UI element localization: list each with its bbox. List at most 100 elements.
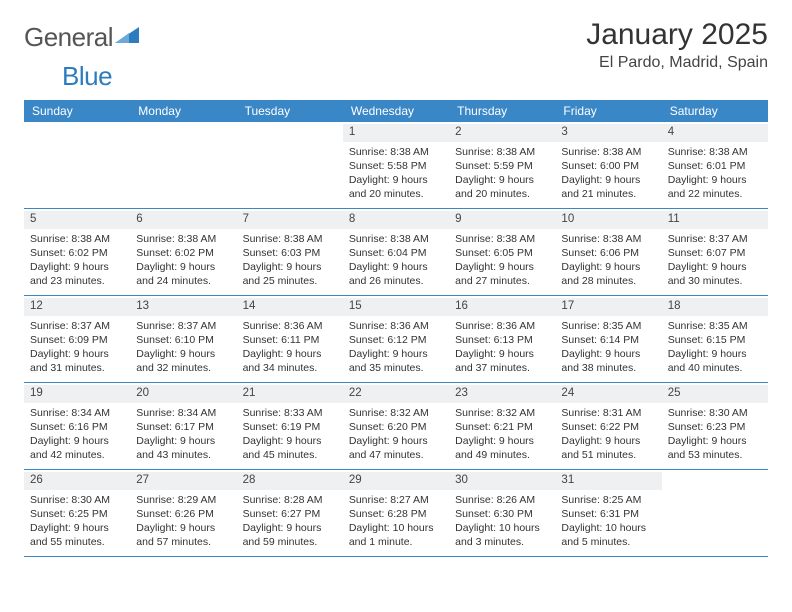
day-info: Sunrise: 8:38 AMSunset: 6:06 PMDaylight:…	[561, 232, 655, 289]
day-number: 30	[449, 472, 555, 490]
daylight-text: Daylight: 9 hours and 20 minutes.	[349, 173, 443, 201]
sunrise-text: Sunrise: 8:30 AM	[668, 406, 762, 420]
day-cell: 14Sunrise: 8:36 AMSunset: 6:11 PMDayligh…	[237, 296, 343, 382]
day-info: Sunrise: 8:38 AMSunset: 5:58 PMDaylight:…	[349, 145, 443, 202]
sunset-text: Sunset: 6:13 PM	[455, 333, 549, 347]
day-info: Sunrise: 8:27 AMSunset: 6:28 PMDaylight:…	[349, 493, 443, 550]
daylight-text: Daylight: 9 hours and 45 minutes.	[243, 434, 337, 462]
day-number: 29	[343, 472, 449, 490]
daylight-text: Daylight: 9 hours and 53 minutes.	[668, 434, 762, 462]
sunset-text: Sunset: 6:28 PM	[349, 507, 443, 521]
day-number: 16	[449, 298, 555, 316]
daylight-text: Daylight: 9 hours and 49 minutes.	[455, 434, 549, 462]
day-cell: 29 Sunrise: 8:27 AMSunset: 6:28 PMDayligh…	[343, 470, 449, 556]
day-cell: 4 Sunrise: 8:38 AMSunset: 6:01 PMDaylight…	[662, 122, 768, 208]
sunrise-text: Sunrise: 8:29 AM	[136, 493, 230, 507]
sunrise-text: Sunrise: 8:28 AM	[243, 493, 337, 507]
sunrise-text: Sunrise: 8:30 AM	[30, 493, 124, 507]
logo-text-part2: Blue	[62, 61, 112, 91]
day-cell: 26Sunrise: 8:30 AMSunset: 6:25 PMDayligh…	[24, 470, 130, 556]
day-info: Sunrise: 8:31 AMSunset: 6:22 PMDaylight:…	[561, 406, 655, 463]
day-number	[662, 472, 768, 474]
day-number	[24, 124, 130, 126]
day-info: Sunrise: 8:32 AMSunset: 6:20 PMDaylight:…	[349, 406, 443, 463]
sunrise-text: Sunrise: 8:37 AM	[668, 232, 762, 246]
daylight-text: Daylight: 10 hours and 1 minute.	[349, 521, 443, 549]
day-info: Sunrise: 8:37 AMSunset: 6:10 PMDaylight:…	[136, 319, 230, 376]
day-cell: 19Sunrise: 8:34 AMSunset: 6:16 PMDayligh…	[24, 383, 130, 469]
calendar-week: 5Sunrise: 8:38 AMSunset: 6:02 PMDaylight…	[24, 209, 768, 296]
day-info: Sunrise: 8:34 AMSunset: 6:17 PMDaylight:…	[136, 406, 230, 463]
day-info: Sunrise: 8:28 AMSunset: 6:27 PMDaylight:…	[243, 493, 337, 550]
daylight-text: Daylight: 9 hours and 47 minutes.	[349, 434, 443, 462]
daylight-text: Daylight: 9 hours and 24 minutes.	[136, 260, 230, 288]
calendar-week: 19Sunrise: 8:34 AMSunset: 6:16 PMDayligh…	[24, 383, 768, 470]
day-number: 23	[449, 385, 555, 403]
logo: General	[24, 18, 143, 53]
sunset-text: Sunset: 6:20 PM	[349, 420, 443, 434]
day-cell: 16Sunrise: 8:36 AMSunset: 6:13 PMDayligh…	[449, 296, 555, 382]
day-number: 4	[662, 124, 768, 142]
day-cell: 11 Sunrise: 8:37 AMSunset: 6:07 PMDayligh…	[662, 209, 768, 295]
day-info: Sunrise: 8:38 AMSunset: 6:01 PMDaylight:…	[668, 145, 762, 202]
daylight-text: Daylight: 9 hours and 23 minutes.	[30, 260, 124, 288]
day-number: 14	[237, 298, 343, 316]
sunrise-text: Sunrise: 8:38 AM	[455, 232, 549, 246]
day-cell: 3Sunrise: 8:38 AMSunset: 6:00 PMDaylight…	[555, 122, 661, 208]
location: El Pardo, Madrid, Spain	[586, 54, 768, 72]
daylight-text: Daylight: 9 hours and 26 minutes.	[349, 260, 443, 288]
day-number: 20	[130, 385, 236, 403]
sunset-text: Sunset: 6:01 PM	[668, 159, 762, 173]
sunrise-text: Sunrise: 8:35 AM	[561, 319, 655, 333]
day-cell: 31Sunrise: 8:25 AMSunset: 6:31 PMDayligh…	[555, 470, 661, 556]
day-cell: 13 Sunrise: 8:37 AMSunset: 6:10 PMDayligh…	[130, 296, 236, 382]
day-number: 26	[24, 472, 130, 490]
sunrise-text: Sunrise: 8:34 AM	[30, 406, 124, 420]
day-info: Sunrise: 8:38 AMSunset: 6:05 PMDaylight:…	[455, 232, 549, 289]
title-block: January 2025 El Pardo, Madrid, Spain	[586, 18, 768, 72]
daylight-text: Daylight: 9 hours and 38 minutes.	[561, 347, 655, 375]
daylight-text: Daylight: 9 hours and 22 minutes.	[668, 173, 762, 201]
daylight-text: Daylight: 9 hours and 42 minutes.	[30, 434, 124, 462]
daylight-text: Daylight: 9 hours and 25 minutes.	[243, 260, 337, 288]
day-cell: 21Sunrise: 8:33 AMSunset: 6:19 PMDayligh…	[237, 383, 343, 469]
day-number: 13	[130, 298, 236, 316]
day-cell: 1Sunrise: 8:38 AMSunset: 5:58 PMDaylight…	[343, 122, 449, 208]
day-info: Sunrise: 8:38 AMSunset: 5:59 PMDaylight:…	[455, 145, 549, 202]
sunset-text: Sunset: 6:31 PM	[561, 507, 655, 521]
day-header: Tuesday	[237, 100, 343, 122]
sunset-text: Sunset: 6:26 PM	[136, 507, 230, 521]
day-number: 27	[130, 472, 236, 490]
day-number: 11	[662, 211, 768, 229]
day-cell: 2 Sunrise: 8:38 AMSunset: 5:59 PMDaylight…	[449, 122, 555, 208]
sunrise-text: Sunrise: 8:26 AM	[455, 493, 549, 507]
daylight-text: Daylight: 9 hours and 51 minutes.	[561, 434, 655, 462]
day-number: 12	[24, 298, 130, 316]
daylight-text: Daylight: 9 hours and 40 minutes.	[668, 347, 762, 375]
day-cell: 10 Sunrise: 8:38 AMSunset: 6:06 PMDayligh…	[555, 209, 661, 295]
sunset-text: Sunset: 6:11 PM	[243, 333, 337, 347]
sunrise-text: Sunrise: 8:35 AM	[668, 319, 762, 333]
sunset-text: Sunset: 6:04 PM	[349, 246, 443, 260]
day-info: Sunrise: 8:38 AMSunset: 6:02 PMDaylight:…	[30, 232, 124, 289]
sunset-text: Sunset: 5:58 PM	[349, 159, 443, 173]
day-cell: 5Sunrise: 8:38 AMSunset: 6:02 PMDaylight…	[24, 209, 130, 295]
day-cell: 6Sunrise: 8:38 AMSunset: 6:02 PMDaylight…	[130, 209, 236, 295]
calendar-week: 12Sunrise: 8:37 AMSunset: 6:09 PMDayligh…	[24, 296, 768, 383]
day-number: 2	[449, 124, 555, 142]
daylight-text: Daylight: 9 hours and 34 minutes.	[243, 347, 337, 375]
sunrise-text: Sunrise: 8:38 AM	[561, 232, 655, 246]
day-cell: 28Sunrise: 8:28 AMSunset: 6:27 PMDayligh…	[237, 470, 343, 556]
day-number: 10	[555, 211, 661, 229]
day-info: Sunrise: 8:38 AMSunset: 6:03 PMDaylight:…	[243, 232, 337, 289]
day-cell: 15Sunrise: 8:36 AMSunset: 6:12 PMDayligh…	[343, 296, 449, 382]
day-number	[130, 124, 236, 126]
sunrise-text: Sunrise: 8:38 AM	[561, 145, 655, 159]
day-number: 18	[662, 298, 768, 316]
sunrise-text: Sunrise: 8:38 AM	[30, 232, 124, 246]
day-cell: 12Sunrise: 8:37 AMSunset: 6:09 PMDayligh…	[24, 296, 130, 382]
day-info: Sunrise: 8:37 AMSunset: 6:07 PMDaylight:…	[668, 232, 762, 289]
sunrise-text: Sunrise: 8:38 AM	[455, 145, 549, 159]
sunset-text: Sunset: 6:03 PM	[243, 246, 337, 260]
sunrise-text: Sunrise: 8:38 AM	[243, 232, 337, 246]
